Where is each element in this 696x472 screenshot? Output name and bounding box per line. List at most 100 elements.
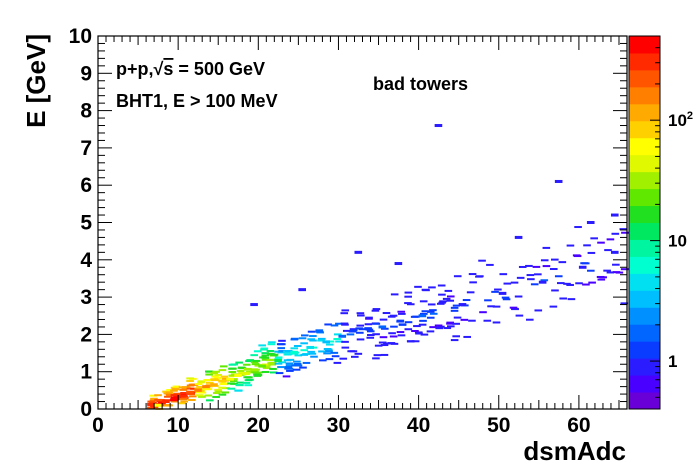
heatmap-cell: [365, 316, 373, 319]
heatmap-cell: [284, 353, 293, 356]
heatmap-cell: [189, 395, 197, 398]
heatmap-cell: [179, 388, 188, 391]
heatmap-cell: [450, 339, 459, 342]
heatmap-cell: [404, 295, 412, 298]
annotation-label: bad towers: [373, 74, 468, 94]
heatmap-cell: [292, 368, 301, 371]
heatmap-cell: [354, 250, 363, 254]
heatmap-cell: [250, 354, 259, 357]
colorbar-segment: [629, 52, 660, 71]
heatmap-cell: [251, 363, 260, 366]
heatmap-cell: [452, 335, 460, 338]
colorbar-segment: [629, 290, 660, 308]
heatmap-cell: [180, 392, 188, 395]
heatmap-cell: [390, 325, 398, 328]
heatmap-cell: [380, 344, 389, 347]
heatmap-cell: [236, 381, 245, 384]
heatmap-cell: [596, 275, 605, 278]
heatmap-cell: [426, 330, 435, 333]
annotation-line1: p+p,√s = 500 GeV: [116, 59, 265, 79]
heatmap-cell: [278, 339, 286, 342]
heatmap-cell: [396, 319, 405, 322]
heatmap-cell: [290, 347, 299, 350]
heatmap-cell: [372, 333, 380, 336]
x-tick-label: 0: [92, 414, 104, 437]
heatmap-cell: [318, 350, 326, 353]
heatmap-cell: [341, 323, 349, 326]
heatmap-cell: [578, 265, 587, 269]
heatmap-cell: [406, 340, 415, 343]
heatmap-cell: [178, 402, 186, 405]
heatmap-cell: [194, 388, 202, 392]
heatmap-cell: [525, 264, 533, 267]
heatmap-cell: [610, 250, 619, 254]
heatmap-cell: [447, 325, 455, 328]
heatmap-cell: [244, 384, 253, 387]
heatmap-cell: [147, 402, 155, 405]
heatmap-cell: [290, 338, 299, 341]
heatmap-cell: [574, 226, 582, 229]
heatmap-cell: [319, 359, 327, 362]
heatmap-cell: [419, 312, 428, 315]
heatmap-cell: [610, 213, 619, 217]
colorbar-segment: [629, 188, 660, 207]
heatmap-cell: [246, 359, 254, 362]
heatmap-cell: [164, 395, 172, 398]
heatmap-cell: [621, 231, 629, 234]
heatmap-cell: [154, 394, 162, 397]
heatmap-cell: [204, 394, 213, 397]
heatmap-cell: [415, 332, 423, 335]
x-axis: 0 10 20 30 40 50 60: [92, 36, 628, 437]
heatmap-cell: [309, 335, 317, 338]
heatmap-cells: [147, 124, 629, 410]
heatmap-cell: [293, 362, 302, 365]
heatmap-cell: [511, 307, 519, 310]
heatmap-cell: [210, 383, 218, 387]
heatmap-cell: [149, 394, 157, 397]
heatmap-cell: [468, 319, 476, 322]
heatmap-cell: [549, 268, 558, 271]
heatmap-cell: [214, 376, 222, 379]
heatmap-cell: [186, 379, 194, 382]
heatmap-cell: [550, 258, 559, 261]
heatmap-cell: [164, 404, 172, 407]
heatmap-cell: [396, 331, 405, 334]
heatmap-cell: [212, 395, 220, 398]
heatmap-cell: [620, 302, 629, 305]
heatmap-cell: [469, 281, 477, 284]
heatmap-cell: [372, 308, 381, 311]
heatmap-cell: [170, 400, 179, 403]
x-tick-label: 50: [487, 414, 510, 437]
heatmap-cell: [170, 398, 178, 402]
heatmap-cell: [398, 312, 406, 315]
heatmap-cell: [356, 324, 365, 327]
heatmap-cell: [551, 289, 559, 292]
heatmap-cell: [453, 275, 462, 278]
heatmap-cell: [214, 390, 223, 393]
heatmap-cell: [268, 341, 276, 344]
heatmap-cell: [346, 333, 355, 336]
heatmap-cell: [212, 370, 220, 373]
heatmap-cell: [446, 322, 454, 325]
heatmap-cell: [194, 387, 203, 390]
heatmap-cell: [443, 327, 452, 330]
heatmap-cell: [214, 373, 222, 376]
heatmap-cell: [476, 275, 484, 278]
colorbar-segment: [629, 307, 660, 325]
heatmap-cell: [170, 389, 178, 392]
heatmap-cell: [254, 371, 263, 374]
heatmap-cell: [387, 315, 396, 318]
heatmap-cell: [437, 284, 446, 287]
heatmap-cell: [379, 336, 388, 339]
heatmap-cell: [340, 312, 349, 315]
heatmap-cell: [390, 293, 399, 296]
heatmap-cell: [261, 363, 270, 366]
heatmap-cell: [218, 369, 227, 372]
heatmap-cell: [587, 269, 595, 272]
heatmap-cell: [258, 364, 266, 368]
heatmap-cell: [260, 347, 269, 350]
heatmap-cell: [509, 306, 518, 309]
heatmap-cell: [414, 285, 422, 288]
heatmap-cell: [580, 262, 588, 265]
